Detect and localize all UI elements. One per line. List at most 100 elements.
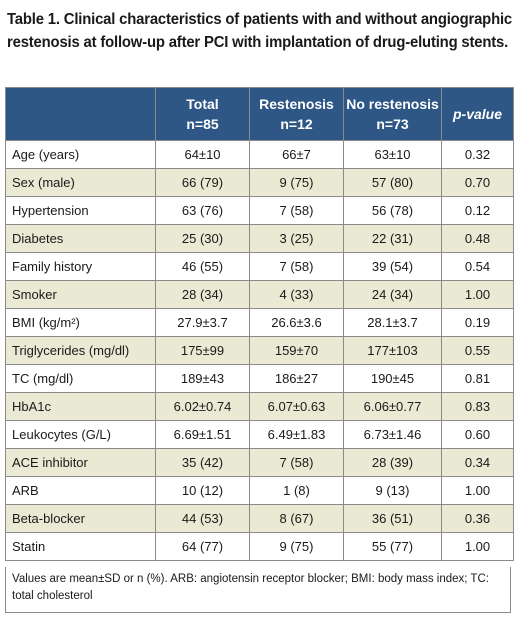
p-value: 0.55	[441, 336, 514, 365]
total-value: 27.9±3.7	[155, 308, 250, 337]
row-label: Smoker	[5, 280, 156, 309]
restenosis-value: 1 (8)	[249, 476, 344, 505]
header-no-restenosis: No restenosis n=73	[343, 87, 442, 141]
no-restenosis-value: 36 (51)	[343, 504, 442, 533]
total-value: 25 (30)	[155, 224, 250, 253]
restenosis-value: 3 (25)	[249, 224, 344, 253]
no-restenosis-value: 6.73±1.46	[343, 420, 442, 449]
p-value: 0.34	[441, 448, 514, 477]
header-row: Total n=85 Restenosis n=12 No restenosis…	[5, 87, 514, 141]
row-label: Statin	[5, 532, 156, 561]
row-label: Triglycerides (mg/dl)	[5, 336, 156, 365]
p-value: 0.19	[441, 308, 514, 337]
table-title: Table 1. Clinical characteristics of pat…	[7, 11, 513, 51]
total-value: 63 (76)	[155, 196, 250, 225]
header-total-n: n=85	[186, 116, 219, 132]
row-label: BMI (kg/m²)	[5, 308, 156, 337]
header-restenosis-n: n=12	[280, 116, 313, 132]
table-row: Triglycerides (mg/dl) 175±99 159±70 177±103…	[5, 336, 514, 365]
table-row: Leukocytes (G/L) 6.69±1.51 6.49±1.83 6.73±1…	[5, 420, 514, 449]
no-restenosis-value: 28.1±3.7	[343, 308, 442, 337]
p-value: 0.48	[441, 224, 514, 253]
table-row: ARB 10 (12) 1 (8) 9 (13) 1.00	[5, 476, 514, 505]
row-label: TC (mg/dl)	[5, 364, 156, 393]
restenosis-value: 66±7	[249, 140, 344, 169]
no-restenosis-value: 190±45	[343, 364, 442, 393]
row-label: Leukocytes (G/L)	[5, 420, 156, 449]
p-value: 1.00	[441, 532, 514, 561]
header-no-restenosis-label: No restenosis	[346, 96, 439, 112]
total-value: 28 (34)	[155, 280, 250, 309]
p-value: 0.70	[441, 168, 514, 197]
header-total: Total n=85	[155, 87, 250, 141]
restenosis-value: 186±27	[249, 364, 344, 393]
p-value: 0.60	[441, 420, 514, 449]
total-value: 46 (55)	[155, 252, 250, 281]
total-value: 64 (77)	[155, 532, 250, 561]
no-restenosis-value: 22 (31)	[343, 224, 442, 253]
restenosis-value: 8 (67)	[249, 504, 344, 533]
restenosis-value: 9 (75)	[249, 532, 344, 561]
total-value: 6.69±1.51	[155, 420, 250, 449]
table-row: Statin 64 (77) 9 (75) 55 (77) 1.00	[5, 532, 514, 561]
no-restenosis-value: 57 (80)	[343, 168, 442, 197]
total-value: 175±99	[155, 336, 250, 365]
no-restenosis-value: 24 (34)	[343, 280, 442, 309]
clinical-characteristics-table: Total n=85 Restenosis n=12 No restenosis…	[5, 87, 514, 561]
row-label: Diabetes	[5, 224, 156, 253]
restenosis-value: 9 (75)	[249, 168, 344, 197]
table-footnote: Values are mean±SD or n (%). ARB: angiot…	[5, 567, 511, 613]
restenosis-value: 7 (58)	[249, 448, 344, 477]
no-restenosis-value: 9 (13)	[343, 476, 442, 505]
p-value: 0.32	[441, 140, 514, 169]
no-restenosis-value: 56 (78)	[343, 196, 442, 225]
restenosis-value: 159±70	[249, 336, 344, 365]
restenosis-value: 6.07±0.63	[249, 392, 344, 421]
total-value: 6.02±0.74	[155, 392, 250, 421]
table-row: Hypertension 63 (76) 7 (58) 56 (78) 0.12	[5, 196, 514, 225]
table-row: HbA1c 6.02±0.74 6.07±0.63 6.06±0.77 0.83	[5, 392, 514, 421]
total-value: 44 (53)	[155, 504, 250, 533]
total-value: 66 (79)	[155, 168, 250, 197]
row-label: Beta-blocker	[5, 504, 156, 533]
total-value: 64±10	[155, 140, 250, 169]
p-value: 0.83	[441, 392, 514, 421]
restenosis-value: 6.49±1.83	[249, 420, 344, 449]
p-value: 1.00	[441, 476, 514, 505]
p-value: 0.54	[441, 252, 514, 281]
header-restenosis: Restenosis n=12	[249, 87, 344, 141]
table-row: Diabetes 25 (30) 3 (25) 22 (31) 0.48	[5, 224, 514, 253]
total-value: 35 (42)	[155, 448, 250, 477]
no-restenosis-value: 55 (77)	[343, 532, 442, 561]
header-blank	[5, 87, 156, 141]
no-restenosis-value: 28 (39)	[343, 448, 442, 477]
p-value: 0.81	[441, 364, 514, 393]
restenosis-value: 7 (58)	[249, 252, 344, 281]
table-row: Family history 46 (55) 7 (58) 39 (54) 0.54	[5, 252, 514, 281]
table-row: ACE inhibitor 35 (42) 7 (58) 28 (39) 0.34	[5, 448, 514, 477]
row-label: Sex (male)	[5, 168, 156, 197]
restenosis-value: 7 (58)	[249, 196, 344, 225]
p-value: 0.36	[441, 504, 514, 533]
total-value: 189±43	[155, 364, 250, 393]
header-no-restenosis-n: n=73	[376, 116, 409, 132]
row-label: HbA1c	[5, 392, 156, 421]
no-restenosis-value: 6.06±0.77	[343, 392, 442, 421]
header-p-value-label: p-value	[452, 106, 502, 122]
restenosis-value: 26.6±3.6	[249, 308, 344, 337]
table-row: BMI (kg/m²) 27.9±3.7 26.6±3.6 28.1±3.7 0.19	[5, 308, 514, 337]
row-label: ACE inhibitor	[5, 448, 156, 477]
header-restenosis-label: Restenosis	[259, 96, 334, 112]
row-label: Family history	[5, 252, 156, 281]
no-restenosis-value: 177±103	[343, 336, 442, 365]
table-row: Age (years) 64±10 66±7 63±10 0.32	[5, 140, 514, 169]
p-value: 1.00	[441, 280, 514, 309]
total-value: 10 (12)	[155, 476, 250, 505]
table-body: Age (years) 64±10 66±7 63±10 0.32 Sex (male) 6…	[5, 140, 514, 561]
header-p-value: p-value	[441, 87, 514, 141]
restenosis-value: 4 (33)	[249, 280, 344, 309]
row-label: Hypertension	[5, 196, 156, 225]
table-row: Sex (male) 66 (79) 9 (75) 57 (80) 0.70	[5, 168, 514, 197]
no-restenosis-value: 39 (54)	[343, 252, 442, 281]
header-total-label: Total	[186, 96, 219, 112]
